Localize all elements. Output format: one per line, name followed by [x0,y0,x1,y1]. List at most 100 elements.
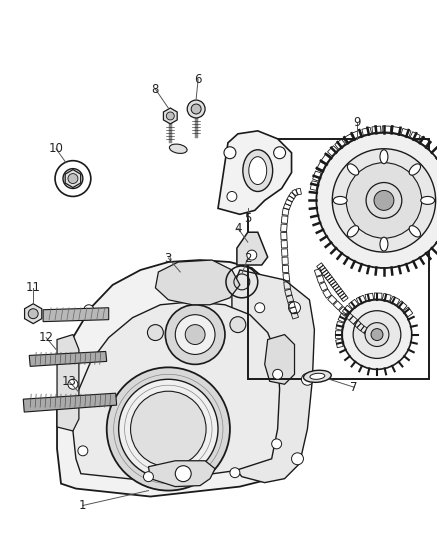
Bar [336,331,342,338]
Circle shape [371,329,383,341]
Text: 3: 3 [165,252,172,264]
Circle shape [227,191,237,201]
Bar [352,130,362,139]
Bar [281,240,287,248]
Circle shape [68,174,78,183]
Bar [331,281,338,288]
Bar [372,126,381,133]
Bar [392,126,401,134]
Bar [336,321,343,330]
Circle shape [84,305,94,314]
Polygon shape [265,335,294,384]
Bar [327,277,334,283]
Text: 11: 11 [26,281,41,294]
Circle shape [255,303,265,313]
Bar [361,326,367,333]
Circle shape [346,163,422,238]
Bar [317,263,323,269]
Bar [353,320,361,327]
Bar [397,301,407,310]
Text: 8: 8 [152,83,159,95]
Circle shape [316,133,438,268]
Circle shape [274,147,286,159]
Polygon shape [65,169,81,188]
Bar [281,232,287,240]
Polygon shape [25,304,42,324]
Ellipse shape [380,150,388,164]
Bar [336,288,343,295]
Circle shape [107,367,230,490]
Ellipse shape [333,197,347,204]
Polygon shape [148,461,215,487]
Bar [296,188,301,195]
Circle shape [119,379,218,479]
Bar [338,291,345,297]
Circle shape [301,373,314,385]
Bar [281,216,288,223]
Polygon shape [43,308,109,321]
Polygon shape [163,108,177,124]
Text: 12: 12 [39,331,53,344]
Text: 13: 13 [61,375,76,388]
Bar [321,154,331,164]
Circle shape [78,446,88,456]
Bar [289,192,296,199]
Bar [316,162,325,172]
Ellipse shape [249,157,267,184]
Bar [332,284,339,290]
Circle shape [366,182,402,219]
Bar [317,276,324,284]
Bar [287,196,294,202]
Circle shape [247,250,257,260]
Bar [292,189,298,196]
Polygon shape [218,131,292,214]
Polygon shape [155,260,240,305]
Bar [248,139,429,379]
Circle shape [187,100,205,118]
Polygon shape [29,351,107,366]
Bar [345,312,353,320]
Text: 9: 9 [353,116,361,130]
Bar [290,307,297,314]
Bar [285,199,292,206]
Bar [349,300,358,309]
Ellipse shape [347,164,359,175]
Circle shape [148,325,163,341]
Bar [325,274,332,281]
Bar [390,296,400,305]
Bar [362,127,371,135]
Bar [382,294,391,301]
Circle shape [131,391,206,467]
Circle shape [175,314,215,354]
Bar [338,313,347,322]
Bar [323,289,332,298]
Bar [341,295,348,302]
Circle shape [166,112,174,120]
Ellipse shape [409,164,420,175]
Bar [368,335,375,341]
Circle shape [353,311,401,358]
Bar [334,286,341,292]
Bar [322,270,328,276]
Bar [324,272,330,278]
Bar [336,339,343,348]
Circle shape [342,300,412,369]
Bar [403,307,413,317]
Ellipse shape [304,370,331,382]
Bar [357,295,366,304]
Bar [284,281,290,289]
Circle shape [332,149,436,252]
Bar [288,301,295,308]
Circle shape [273,369,283,379]
Text: 2: 2 [244,252,251,264]
Circle shape [68,379,78,389]
Circle shape [230,317,246,333]
Text: 4: 4 [234,222,242,235]
Polygon shape [23,393,117,412]
Text: 5: 5 [244,212,251,225]
Bar [310,181,318,190]
Bar [320,268,327,273]
Bar [328,146,338,156]
Bar [364,328,371,335]
Ellipse shape [409,225,420,237]
